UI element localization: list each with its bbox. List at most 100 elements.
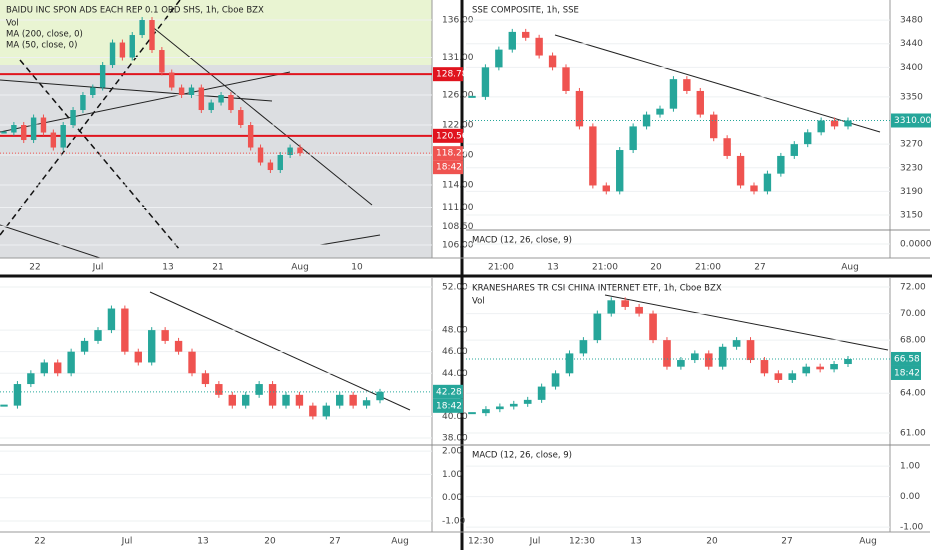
candle [267, 162, 274, 171]
candle [188, 87, 195, 96]
candle [21, 125, 27, 141]
candle [295, 394, 304, 406]
y-tick-label: 3270 [900, 140, 923, 150]
candle [607, 300, 616, 314]
candle [13, 384, 22, 406]
y-tick-label: 1.00 [900, 462, 920, 472]
chart-title: KRANESHARES TR CSI CHINA INTERNET ETF, 1… [472, 284, 722, 294]
y-tick-label: 0.0000 [900, 240, 932, 250]
candle [579, 340, 588, 354]
candle [496, 406, 504, 410]
y-tick-label: 122.00 [442, 121, 474, 131]
candle [777, 155, 785, 174]
candle [844, 358, 852, 365]
candle [750, 185, 758, 192]
y-tick-label: 72.00 [900, 283, 926, 293]
candle [482, 409, 490, 414]
trend-line [0, 224, 101, 259]
price-tag-label: 42.28 [436, 387, 462, 397]
y-tick-label: 3440 [900, 39, 923, 49]
y-tick-label: 111.00 [442, 203, 474, 213]
candle [149, 20, 155, 51]
candle [60, 125, 66, 148]
y-tick-label: 108.50 [442, 222, 474, 232]
candle [589, 126, 597, 186]
price-tag-label: 66.58 [894, 354, 920, 364]
x-tick-label: Jul [529, 537, 541, 547]
candle [134, 351, 142, 363]
x-tick-label: 12:30 [569, 537, 595, 547]
candle [830, 120, 839, 127]
candle [548, 55, 557, 68]
candle [704, 353, 713, 367]
y-tick-label: -1.00 [900, 523, 924, 533]
x-tick-label: 20 [650, 263, 662, 273]
x-tick-label: 13 [197, 537, 208, 547]
candle [90, 87, 96, 96]
candle [121, 308, 129, 352]
trend-line [554, 34, 881, 133]
countdown-label: 18:42 [436, 401, 462, 411]
candle [242, 394, 250, 406]
zone-shade [0, 0, 432, 65]
candle [635, 306, 643, 314]
candle [268, 384, 277, 406]
candle [169, 72, 175, 88]
candle [11, 125, 17, 133]
candle [174, 340, 183, 352]
y-tick-label: 114.00 [442, 181, 474, 191]
candle [228, 394, 236, 406]
candle [109, 42, 116, 66]
legend-entry: Vol [472, 297, 485, 307]
x-tick-label: 13 [162, 263, 173, 273]
candle [790, 144, 798, 156]
candle [690, 353, 699, 361]
candle [495, 49, 503, 68]
countdown-label: 18:42 [436, 163, 462, 173]
y-tick-label: 131.00 [442, 53, 474, 63]
candle [1, 131, 7, 134]
candle [649, 313, 657, 341]
y-tick-label: 126.00 [442, 91, 474, 101]
candle [161, 330, 169, 341]
x-tick-label: 13 [547, 263, 558, 273]
y-tick-label: 44.00 [442, 369, 468, 379]
countdown-tag [433, 160, 463, 175]
candle [119, 42, 126, 58]
legend-entry: MA (50, close, 0) [6, 41, 77, 51]
candle [736, 155, 745, 186]
candle [228, 95, 234, 111]
candle [336, 394, 344, 406]
candle [40, 362, 48, 374]
y-tick-label: 1.00 [442, 470, 462, 480]
candle [297, 147, 303, 154]
x-tick-label: Aug [841, 263, 859, 273]
x-tick-label: Jul [92, 263, 104, 273]
candle [535, 37, 543, 56]
candle [844, 120, 852, 127]
countdown-label: 18:42 [894, 368, 920, 378]
x-tick-label: Aug [291, 263, 309, 273]
x-tick-label: 21:00 [488, 263, 514, 273]
y-tick-label: 40.00 [442, 412, 468, 422]
candle [376, 391, 384, 401]
candle [255, 384, 263, 395]
candle [817, 120, 825, 133]
y-tick-label: 48.00 [442, 326, 468, 336]
candle [830, 364, 838, 370]
candle [616, 150, 624, 192]
x-tick-label: Jul [121, 537, 133, 547]
y-tick-label: 0.00 [442, 493, 462, 503]
x-tick-label: 20 [706, 537, 718, 547]
y-tick-label: 52.00 [442, 282, 468, 292]
trend-line [604, 294, 889, 351]
price-tag [433, 146, 463, 161]
x-tick-label: Aug [859, 537, 877, 547]
price-tag-label: 118.25 [436, 149, 468, 159]
price-tag-label: 3310.0065 [894, 116, 932, 126]
macd-title: MACD (12, 26, close, 9) [472, 451, 572, 461]
candle [139, 20, 145, 36]
trend-line [319, 234, 381, 246]
candle [656, 108, 664, 115]
candle [575, 90, 584, 127]
